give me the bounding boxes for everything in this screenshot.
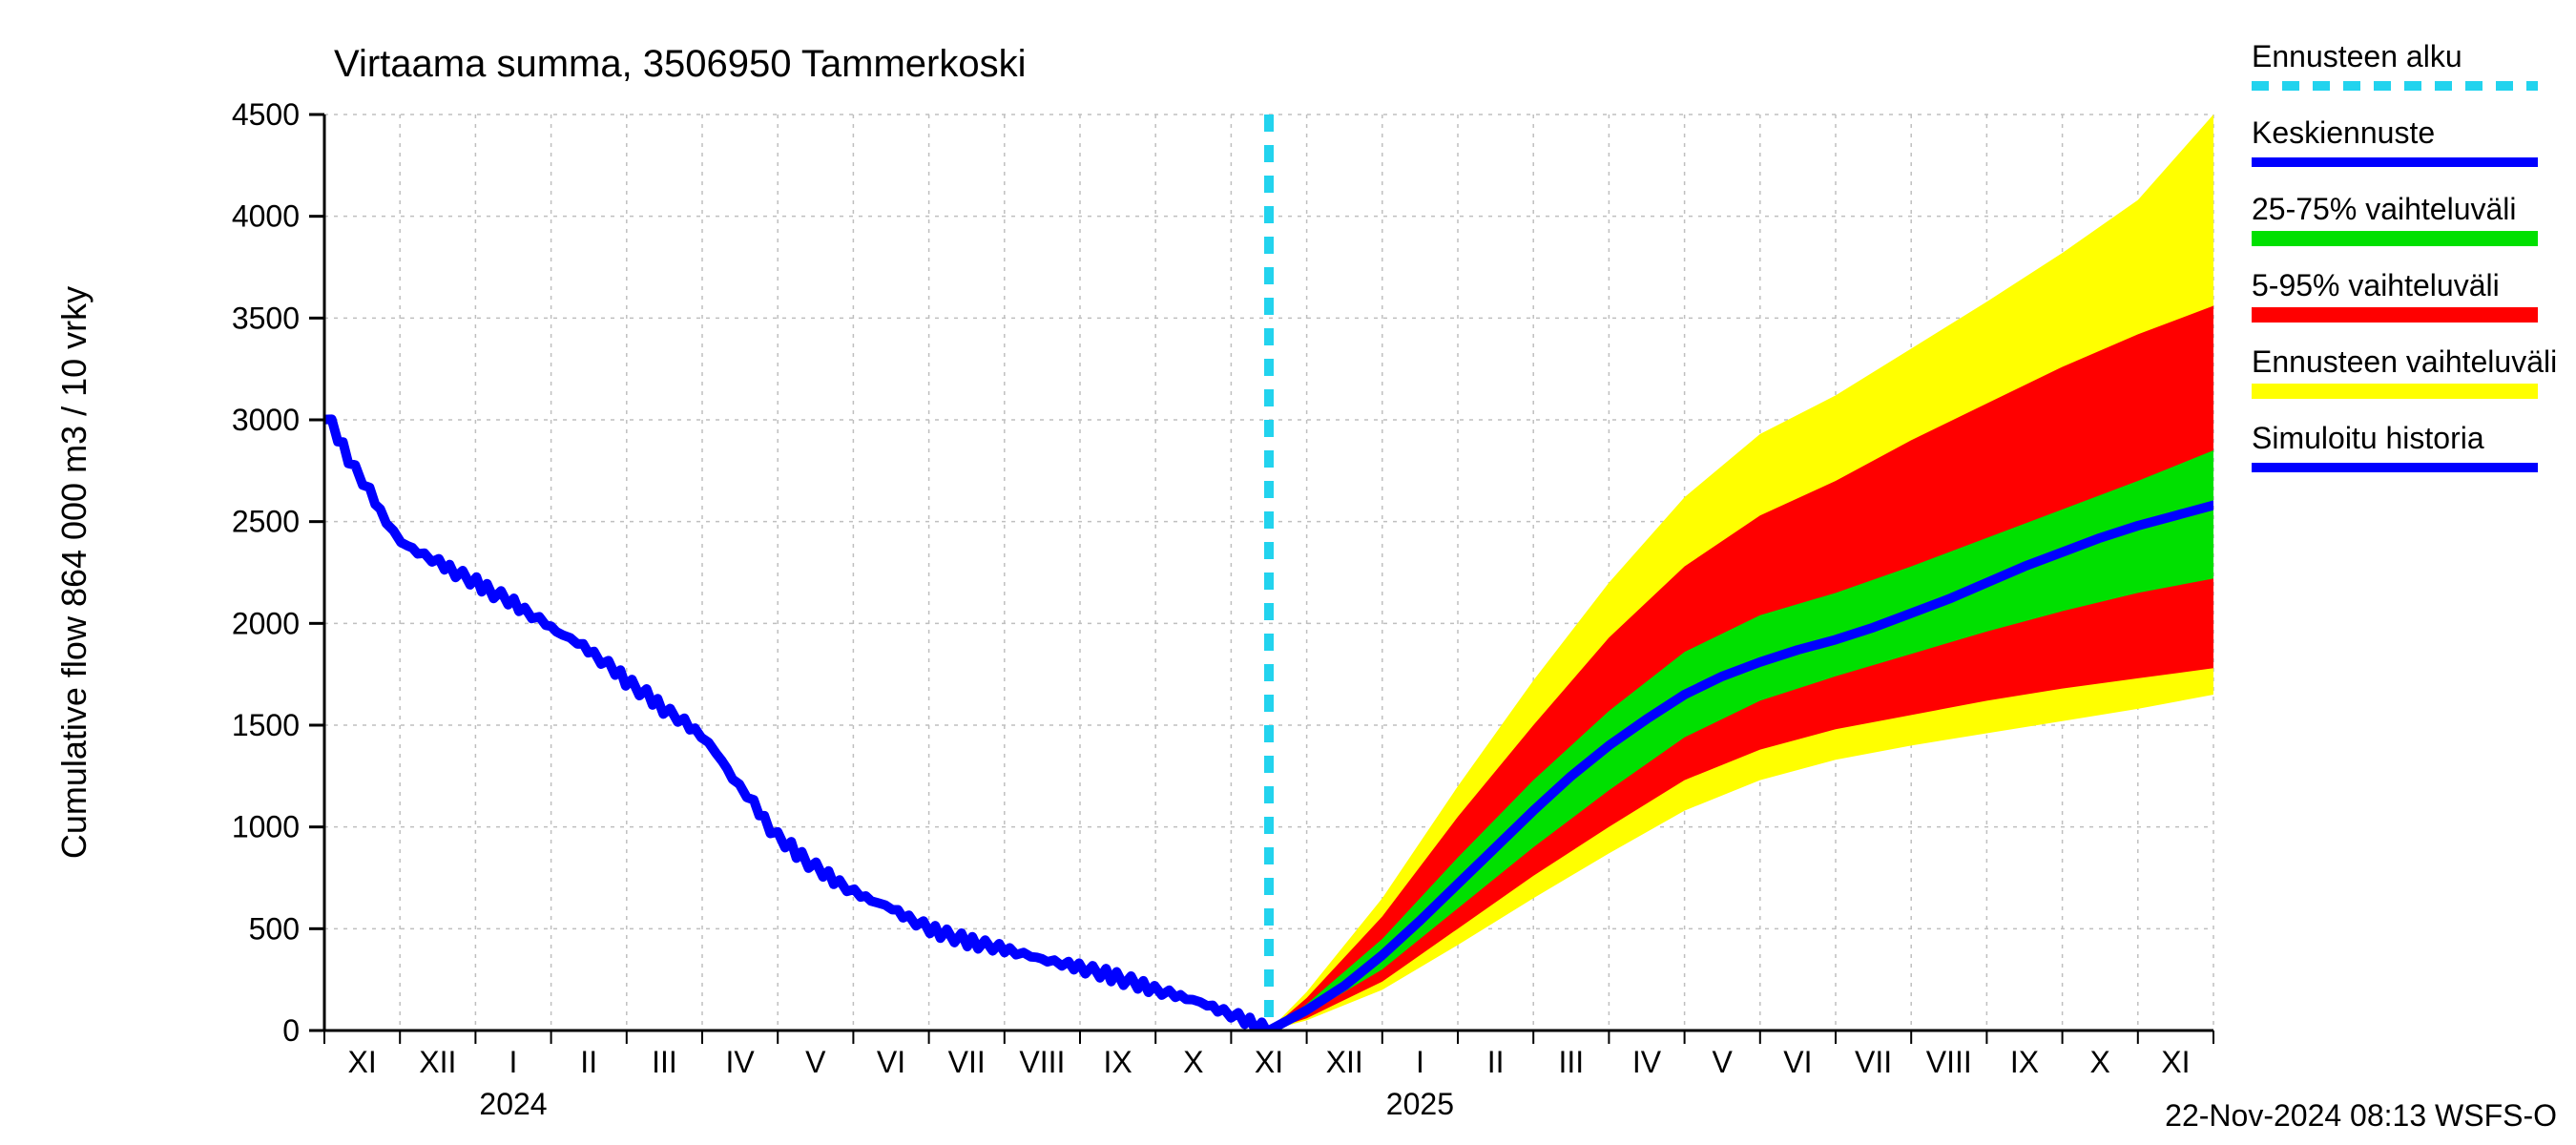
x-month-label: V: [1713, 1045, 1734, 1079]
x-month-label: VIII: [1019, 1045, 1065, 1079]
y-tick-label: 1000: [232, 810, 300, 844]
x-month-label: I: [1416, 1045, 1424, 1079]
y-tick-label: 4500: [232, 97, 300, 132]
y-tick-label: 1500: [232, 708, 300, 742]
chart-title: Virtaama summa, 3506950 Tammerkoski: [334, 43, 1027, 85]
x-month-label: VII: [1855, 1045, 1892, 1079]
x-month-label: II: [1487, 1045, 1505, 1079]
forecast-bands: [1269, 114, 2213, 1030]
y-tick-label: 0: [282, 1013, 300, 1048]
chart-container: 050010001500200025003000350040004500XIXI…: [0, 0, 2576, 1145]
x-month-label: V: [805, 1045, 826, 1079]
x-year-label: 2024: [479, 1087, 547, 1121]
x-month-label: XII: [419, 1045, 456, 1079]
legend-label: 5-95% vaihteluväli: [2252, 268, 2500, 302]
x-month-label: IV: [1632, 1045, 1662, 1079]
x-month-label: X: [2090, 1045, 2110, 1079]
x-month-label: IV: [725, 1045, 755, 1079]
x-month-label: VI: [877, 1045, 905, 1079]
y-tick-label: 4000: [232, 199, 300, 234]
legend: Ennusteen alku Keskiennuste 25-75% vaihtel…: [2252, 39, 2557, 468]
x-month-label: I: [509, 1045, 518, 1079]
y-tick-label: 3500: [232, 301, 300, 335]
y-tick-label: 3000: [232, 403, 300, 437]
x-month-label: X: [1183, 1045, 1203, 1079]
x-month-label: VII: [948, 1045, 986, 1079]
x-month-label: XI: [1255, 1045, 1283, 1079]
legend-label: Simuloitu historia: [2252, 421, 2484, 455]
x-month-label: III: [652, 1045, 677, 1079]
x-month-label: XI: [347, 1045, 376, 1079]
y-tick-label: 500: [249, 911, 300, 946]
x-month-label: IX: [1103, 1045, 1132, 1079]
legend-label: Ennusteen alku: [2252, 39, 2462, 73]
x-month-label: VIII: [1926, 1045, 1972, 1079]
x-month-label: II: [580, 1045, 597, 1079]
legend-label: Keskiennuste: [2252, 115, 2435, 150]
x-month-label: III: [1558, 1045, 1584, 1079]
x-year-label: 2025: [1386, 1087, 1454, 1121]
x-month-label: VI: [1783, 1045, 1812, 1079]
legend-label: Ennusteen vaihteluväli: [2252, 344, 2557, 379]
timestamp: 22-Nov-2024 08:13 WSFS-O: [2165, 1098, 2557, 1133]
y-axis-title: Cumulative flow 864 000 m3 / 10 vrky: [54, 286, 93, 859]
legend-swatch: [2252, 307, 2538, 323]
x-month-label: XII: [1326, 1045, 1363, 1079]
legend-label: 25-75% vaihteluväli: [2252, 192, 2517, 226]
y-tick-label: 2000: [232, 606, 300, 640]
chart-svg: 050010001500200025003000350040004500XIXI…: [0, 0, 2576, 1145]
y-tick-label: 2500: [232, 505, 300, 539]
history-line: [324, 419, 1269, 1036]
x-month-label: IX: [2010, 1045, 2039, 1079]
legend-swatch: [2252, 384, 2538, 399]
x-month-label: XI: [2161, 1045, 2190, 1079]
legend-swatch: [2252, 231, 2538, 246]
